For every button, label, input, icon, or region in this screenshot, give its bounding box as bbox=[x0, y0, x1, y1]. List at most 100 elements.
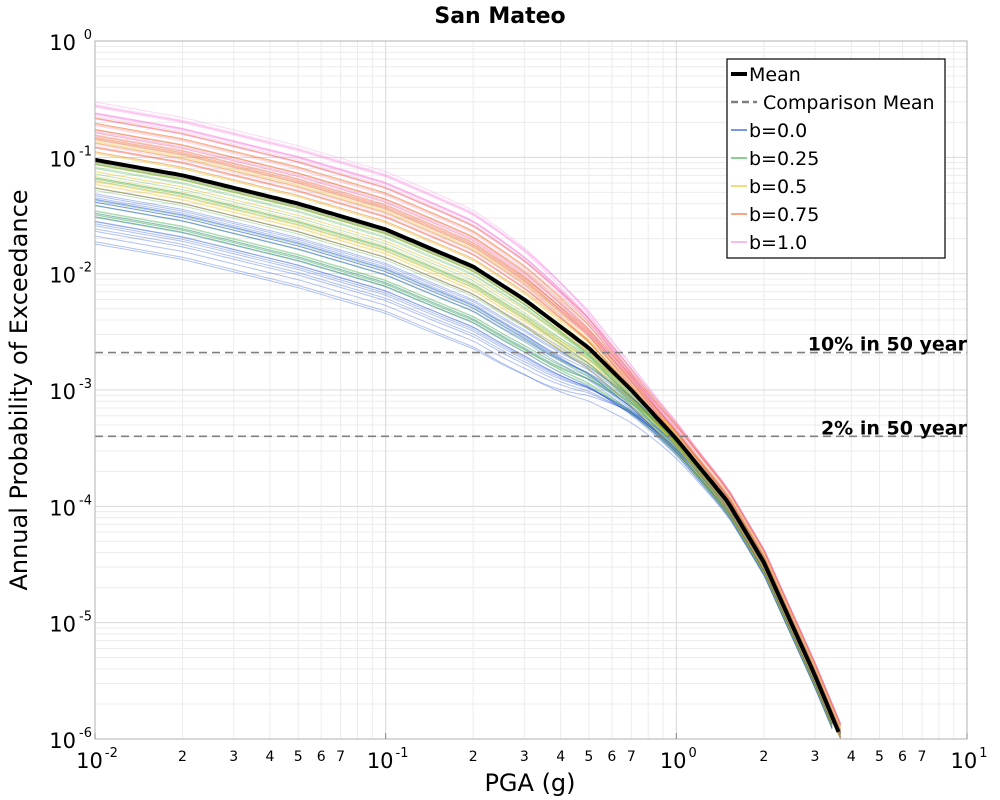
branch-curve-b-0-75 bbox=[94, 135, 841, 733]
branch-curve-b-0-25 bbox=[94, 217, 833, 725]
branch-curve-b-1-0 bbox=[94, 114, 841, 724]
branch-curve-b-0-5 bbox=[94, 171, 841, 733]
legend-label: b=1.0 bbox=[749, 232, 807, 254]
branch-curve-b-0-25 bbox=[94, 163, 833, 729]
branch-curve-b-0-0 bbox=[94, 220, 833, 725]
x-minor-tick-label: 5 bbox=[875, 749, 884, 765]
branch-curve-b-0-0 bbox=[94, 204, 841, 733]
x-minor-tick-label: 2 bbox=[759, 749, 768, 765]
branch-curve-b-0-0 bbox=[94, 223, 833, 721]
y-tick-exponent: -5 bbox=[79, 610, 92, 625]
branch-curve-b-0-5 bbox=[94, 152, 833, 722]
x-minor-tick-label: 7 bbox=[627, 749, 636, 765]
branch-curve-b-0-5 bbox=[94, 138, 833, 727]
branch-curve-b-0-75 bbox=[94, 132, 833, 724]
branch-curve-b-0-75 bbox=[94, 142, 833, 725]
branch-curve-b-0-25 bbox=[94, 180, 833, 725]
branch-curve-b-1-0 bbox=[94, 113, 841, 733]
branch-curve-b-0-25 bbox=[94, 210, 841, 733]
branch-curve-b-0-25 bbox=[94, 177, 841, 739]
y-tick-label: 10 -3 bbox=[49, 377, 92, 404]
legend-label: b=0.75 bbox=[749, 204, 819, 226]
x-tick-exponent: -2 bbox=[105, 746, 118, 761]
y-tick-label: 10 -2 bbox=[49, 261, 92, 288]
branch-curve-b-0-0 bbox=[94, 187, 841, 736]
y-tick-exponent: 0 bbox=[84, 28, 92, 43]
legend-label: b=0.0 bbox=[749, 120, 807, 142]
branch-curve-b-0-5 bbox=[94, 181, 841, 728]
branch-curve-b-0-5 bbox=[94, 187, 841, 739]
branch-curve-b-0-0 bbox=[94, 197, 833, 727]
branch-curve-b-1-0 bbox=[94, 118, 841, 732]
branch-curve-b-0-5 bbox=[94, 175, 833, 723]
hazard-level-label: 10% in 50 year bbox=[808, 334, 968, 356]
legend-box bbox=[726, 58, 946, 259]
branch-curve-b-0-5 bbox=[94, 171, 841, 729]
x-axis-label: PGA (g) bbox=[484, 769, 575, 797]
x-tick-label: 10 0 bbox=[660, 746, 697, 773]
branch-curve-b-0-75 bbox=[94, 137, 841, 726]
branch-curve-b-0-25 bbox=[94, 164, 833, 725]
branch-curve-b-0-0 bbox=[94, 228, 841, 737]
branch-curve-b-0-25 bbox=[94, 210, 841, 739]
branch-curve-b-1-0 bbox=[94, 104, 841, 731]
branch-curve-b-0-25 bbox=[94, 173, 833, 721]
branch-curve-b-0-5 bbox=[94, 140, 841, 733]
branch-curve-b-0-5 bbox=[94, 180, 833, 721]
branch-curve-b-0-75 bbox=[94, 122, 841, 727]
branch-curve-b-1-0 bbox=[94, 144, 841, 727]
legend-label: Mean bbox=[749, 64, 801, 86]
x-minor-tick-label: 6 bbox=[317, 749, 326, 765]
branch-curve-b-1-0 bbox=[94, 112, 841, 732]
x-minor-tick-label: 3 bbox=[811, 749, 820, 765]
branch-curve-b-1-0 bbox=[94, 112, 841, 734]
x-minor-tick-label: 3 bbox=[520, 749, 529, 765]
x-minor-tick-label: 6 bbox=[607, 749, 616, 765]
branch-curve-b-0-25 bbox=[94, 214, 841, 734]
legend-label: b=0.5 bbox=[749, 176, 807, 198]
x-tick-label: 10 -1 bbox=[367, 746, 409, 773]
y-tick-exponent: -1 bbox=[79, 144, 92, 159]
reference-lines bbox=[95, 351, 967, 438]
branch-curve-b-1-0 bbox=[94, 118, 841, 725]
x-minor-tick-label: 2 bbox=[178, 749, 187, 765]
branch-curve-b-0-0 bbox=[94, 235, 841, 738]
branch-curve-b-0-25 bbox=[94, 168, 833, 725]
x-tick-exponent: 1 bbox=[979, 746, 987, 761]
x-minor-tick-label: 5 bbox=[294, 749, 303, 765]
branch-curve-b-0-0 bbox=[94, 201, 833, 727]
x-tick-label: 10 1 bbox=[950, 746, 987, 773]
y-tick-label: 10 -1 bbox=[49, 144, 92, 171]
branch-curve-b-1-0 bbox=[94, 106, 841, 724]
branch-curve-b-0-25 bbox=[94, 164, 833, 722]
mean-line bbox=[94, 157, 841, 733]
x-minor-tick-label: 7 bbox=[918, 749, 927, 765]
branch-curve-b-0-0 bbox=[94, 193, 841, 733]
x-minor-tick-label: 3 bbox=[229, 749, 238, 765]
branch-curve-b-0-0 bbox=[94, 198, 833, 725]
y-tick-exponent: -3 bbox=[79, 377, 92, 392]
branch-curve-b-0-0 bbox=[94, 230, 833, 721]
branch-curve-b-0-0 bbox=[94, 225, 833, 721]
legend-label: Comparison Mean bbox=[763, 92, 935, 114]
branch-curve-b-0-25 bbox=[94, 178, 833, 727]
y-tick-label: 10 -4 bbox=[49, 493, 92, 520]
y-axis-label: Annual Probability of Exceedance bbox=[5, 189, 33, 590]
y-tick-exponent: -6 bbox=[79, 726, 92, 741]
branch-curve-b-0-75 bbox=[94, 136, 833, 720]
branch-curve-b-0-0 bbox=[94, 221, 833, 725]
branch-curve-b-1-0 bbox=[94, 147, 841, 724]
y-tick-label: 10 -5 bbox=[49, 610, 92, 637]
branch-curve-b-0-25 bbox=[94, 200, 833, 726]
branch-curve-b-0-25 bbox=[94, 214, 833, 724]
branch-curve-b-0-0 bbox=[94, 199, 841, 734]
branch-curve-b-1-0 bbox=[94, 130, 841, 734]
branch-curve-b-1-0 bbox=[94, 116, 841, 733]
x-minor-tick-label: 4 bbox=[556, 749, 565, 765]
branch-curve-b-1-0 bbox=[94, 131, 841, 730]
x-tick-exponent: 0 bbox=[689, 746, 697, 761]
branch-curve-b-0-5 bbox=[94, 187, 833, 727]
y-tick-exponent: -2 bbox=[79, 261, 92, 276]
